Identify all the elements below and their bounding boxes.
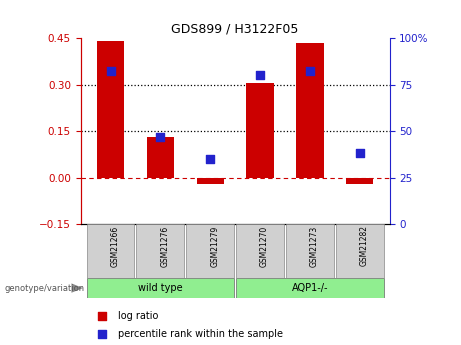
Text: percentile rank within the sample: percentile rank within the sample bbox=[118, 329, 283, 339]
Point bbox=[99, 314, 106, 319]
Text: genotype/variation: genotype/variation bbox=[5, 284, 85, 293]
Text: GSM21273: GSM21273 bbox=[310, 225, 319, 267]
Bar bbox=[97, 41, 124, 178]
Bar bbox=[246, 83, 274, 178]
Point bbox=[99, 331, 106, 337]
Point bbox=[107, 69, 114, 74]
Text: GSM21276: GSM21276 bbox=[160, 225, 169, 267]
Text: log ratio: log ratio bbox=[118, 312, 158, 322]
Text: GSM21279: GSM21279 bbox=[210, 225, 219, 267]
Point bbox=[306, 69, 313, 74]
Text: AQP1-/-: AQP1-/- bbox=[292, 283, 328, 293]
Bar bbox=[286, 224, 334, 278]
Point bbox=[157, 134, 164, 139]
Text: GSM21266: GSM21266 bbox=[111, 225, 119, 267]
Bar bbox=[87, 278, 234, 298]
Bar bbox=[196, 178, 224, 184]
Bar bbox=[346, 178, 373, 184]
Bar bbox=[186, 224, 234, 278]
Text: GSM21270: GSM21270 bbox=[260, 225, 269, 267]
Point bbox=[356, 151, 363, 156]
Bar bbox=[147, 137, 174, 178]
Polygon shape bbox=[71, 283, 83, 293]
Bar bbox=[296, 42, 324, 178]
Bar bbox=[236, 278, 384, 298]
Point bbox=[256, 72, 264, 78]
Title: GDS899 / H3122F05: GDS899 / H3122F05 bbox=[171, 22, 299, 36]
Text: wild type: wild type bbox=[138, 283, 183, 293]
Text: GSM21282: GSM21282 bbox=[360, 225, 369, 266]
Bar bbox=[336, 224, 384, 278]
Point bbox=[207, 156, 214, 162]
Bar bbox=[136, 224, 184, 278]
Bar bbox=[87, 224, 135, 278]
Bar bbox=[236, 224, 284, 278]
